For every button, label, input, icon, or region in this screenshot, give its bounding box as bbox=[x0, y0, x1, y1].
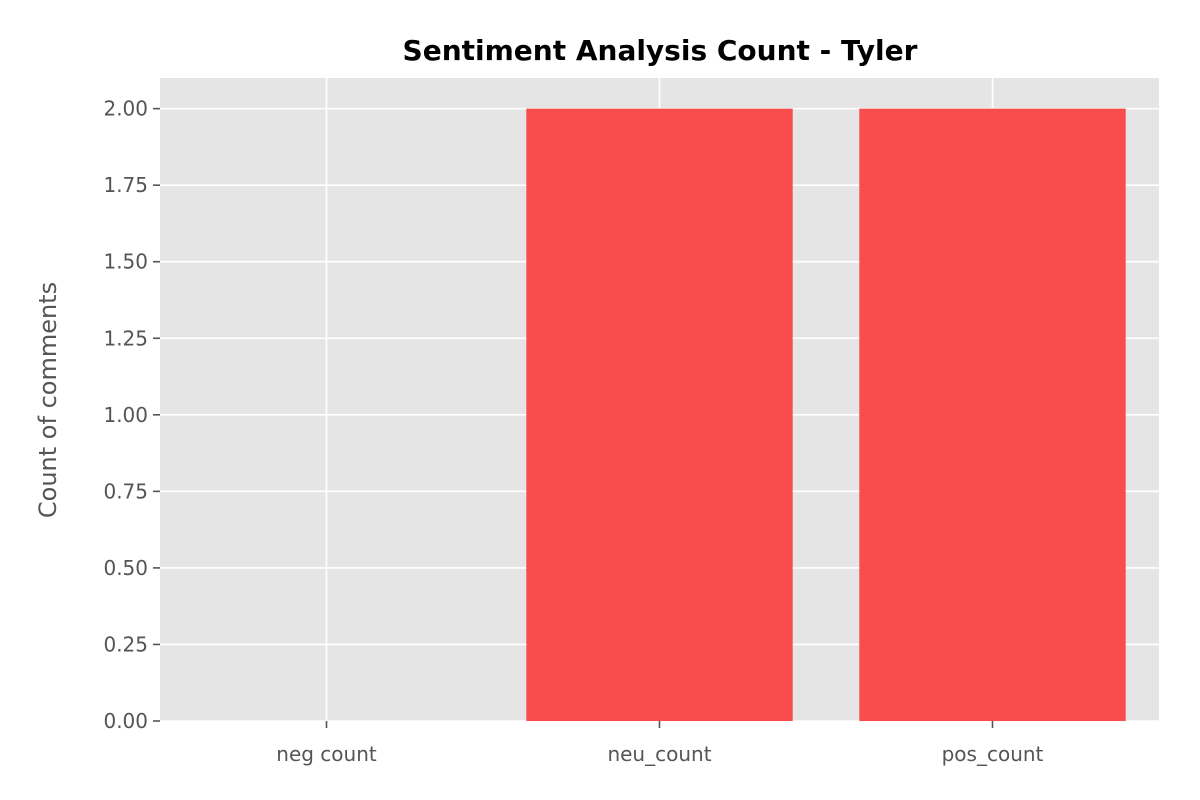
x-axis-ticks: neg count neu_count pos_count bbox=[276, 721, 1044, 766]
y-tick-label: 0.00 bbox=[103, 709, 148, 733]
y-tick-label: 0.75 bbox=[103, 479, 148, 503]
bar-neu-count bbox=[526, 108, 793, 722]
x-tick-label: neu_count bbox=[607, 742, 711, 766]
y-tick-label: 1.75 bbox=[103, 173, 148, 197]
bar-pos-count bbox=[859, 108, 1126, 722]
y-tick-label: 0.50 bbox=[103, 556, 148, 580]
y-axis-label: Count of comments bbox=[34, 282, 62, 518]
x-tick-label: pos_count bbox=[942, 742, 1044, 766]
y-tick-label: 0.25 bbox=[103, 632, 148, 656]
y-tick-label: 1.50 bbox=[103, 250, 148, 274]
y-tick-label: 1.00 bbox=[103, 403, 148, 427]
y-axis-ticks: 0.00 0.25 0.50 0.75 1.00 1.25 1.50 1.75 2.00 bbox=[103, 97, 160, 733]
y-tick-label: 1.25 bbox=[103, 326, 148, 350]
x-tick-label: neg count bbox=[276, 742, 377, 766]
chart-title: Sentiment Analysis Count - Tyler bbox=[403, 34, 918, 67]
bars bbox=[526, 108, 1126, 722]
y-tick-label: 2.00 bbox=[103, 97, 148, 121]
